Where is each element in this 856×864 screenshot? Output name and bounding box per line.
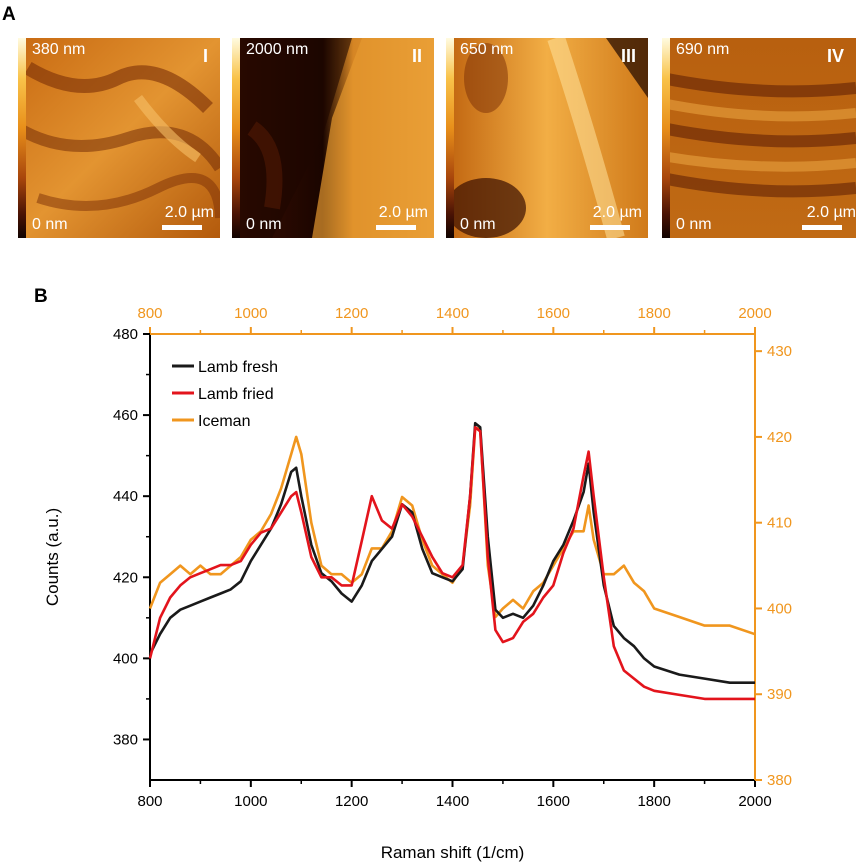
image-number: II (411, 46, 422, 66)
x-top-tick-label: 2000 (738, 305, 771, 322)
legend-label: Iceman (198, 413, 250, 430)
y-tick-label: 420 (113, 569, 138, 586)
y-tick-label: 380 (113, 731, 138, 748)
colorbar (662, 38, 670, 238)
scale-bar-label: 2.0 µm (164, 204, 214, 221)
x-top-tick-label: 800 (137, 305, 162, 322)
afm-height-map (662, 38, 856, 238)
series-line-lamb-fresh (148, 421, 755, 684)
panel-b-label: B (34, 286, 48, 307)
scale-bar-label: 2.0 µm (806, 204, 856, 221)
y-tick-label: 460 (113, 407, 138, 424)
height-max-label: 690 nm (676, 41, 730, 58)
scale-bar (376, 225, 416, 230)
height-min-label: 0 nm (460, 216, 496, 233)
x-tick-label: 1000 (234, 793, 267, 810)
height-min-label: 0 nm (676, 216, 712, 233)
y-tick-label: 480 (113, 326, 138, 343)
afm-image-2: 2000 nm 0 nm II 2.0 µm (232, 38, 434, 238)
y2-tick-label: 430 (767, 343, 792, 360)
x-top-tick-label: 1000 (234, 305, 267, 322)
height-max-label: 650 nm (460, 41, 514, 58)
x-axis-title: Raman shift (1/cm) (381, 843, 525, 862)
image-number: IV (826, 46, 844, 66)
height-max-label: 2000 nm (246, 41, 309, 58)
y-axis-title: Counts (a.u.) (43, 508, 62, 606)
scale-bar (162, 225, 202, 230)
y-tick-label: 400 (113, 650, 138, 667)
scale-bar-label: 2.0 µm (378, 204, 428, 221)
y2-tick-label: 390 (767, 686, 792, 703)
y2-tick-label: 410 (767, 515, 792, 532)
x-tick-label: 1600 (537, 793, 570, 810)
y-tick-label: 440 (113, 488, 138, 505)
y2-tick-label: 380 (767, 772, 792, 789)
x-tick-label: 1800 (637, 793, 670, 810)
height-min-label: 0 nm (246, 216, 282, 233)
scale-bar (590, 225, 630, 230)
legend-label: Lamb fried (198, 386, 274, 403)
series-line-iceman (148, 427, 756, 636)
image-number: I (202, 46, 208, 66)
x-top-tick-label: 1600 (537, 305, 570, 322)
afm-image-1: 380 nm 0 nm I 2.0 µm (18, 38, 220, 238)
y2-tick-label: 400 (767, 600, 792, 617)
colorbar (232, 38, 240, 238)
x-top-tick-label: 1400 (436, 305, 469, 322)
y2-tick-label: 420 (767, 429, 792, 446)
x-tick-label: 800 (137, 793, 162, 810)
image-number: III (620, 46, 636, 66)
legend-label: Lamb fresh (198, 359, 278, 376)
afm-height-map (446, 38, 648, 238)
x-tick-label: 1200 (335, 793, 368, 810)
height-max-label: 380 nm (32, 41, 86, 58)
x-top-tick-label: 1800 (637, 305, 670, 322)
series-line-lamb-fried (148, 426, 755, 701)
afm-image-3: 650 nm 0 nm III 2.0 µm (446, 38, 648, 238)
panel-a-label: A (2, 4, 16, 25)
height-min-label: 0 nm (32, 216, 68, 233)
afm-image-4: 690 nm 0 nm IV 2.0 µm (662, 38, 856, 238)
afm-height-map (18, 38, 220, 238)
scale-bar-label: 2.0 µm (592, 204, 642, 221)
x-tick-label: 2000 (738, 793, 771, 810)
afm-height-map (232, 38, 434, 238)
x-tick-label: 1400 (436, 793, 469, 810)
colorbar (18, 38, 26, 238)
x-top-tick-label: 1200 (335, 305, 368, 322)
colorbar (446, 38, 454, 238)
scale-bar (802, 225, 842, 230)
